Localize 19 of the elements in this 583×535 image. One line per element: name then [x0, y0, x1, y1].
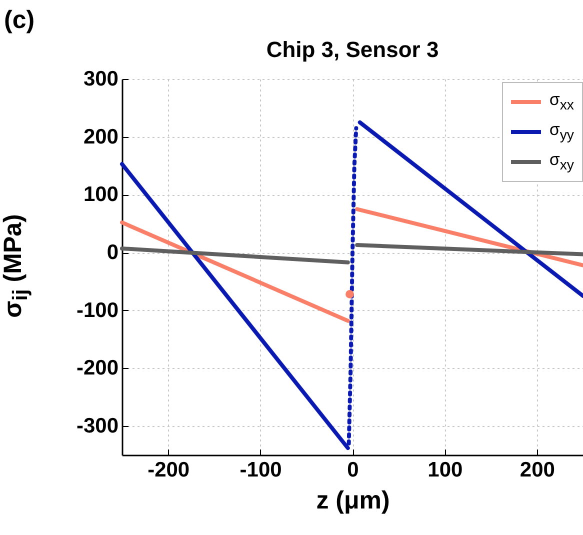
- x-axis-title: z (μm): [316, 486, 390, 514]
- y-tick-label: -200: [76, 356, 118, 380]
- y-tick-label: -300: [76, 414, 118, 438]
- y-tick-label: -100: [76, 298, 118, 322]
- x-tick-label: 200: [520, 458, 555, 482]
- x-tick-label: -100: [240, 458, 282, 482]
- chart-title: Chip 3, Sensor 3: [266, 37, 439, 62]
- text: (c): [4, 6, 35, 35]
- y-tick-label: 300: [83, 68, 118, 90]
- legend-label: σ$_{xy}$: [549, 150, 574, 174]
- y-tick-label: 200: [83, 125, 118, 148]
- x-tick-label: 0: [347, 458, 359, 482]
- y-tick-label: 0: [106, 241, 118, 264]
- x-tick-label: 100: [428, 458, 463, 482]
- x-tick-label: -200: [148, 458, 190, 482]
- y-tick-label: 100: [83, 183, 118, 206]
- legend-label: σ$_{xx}$: [549, 90, 574, 114]
- legend-label: σ$_{yy}$: [549, 120, 574, 144]
- line-series: [346, 126, 358, 446]
